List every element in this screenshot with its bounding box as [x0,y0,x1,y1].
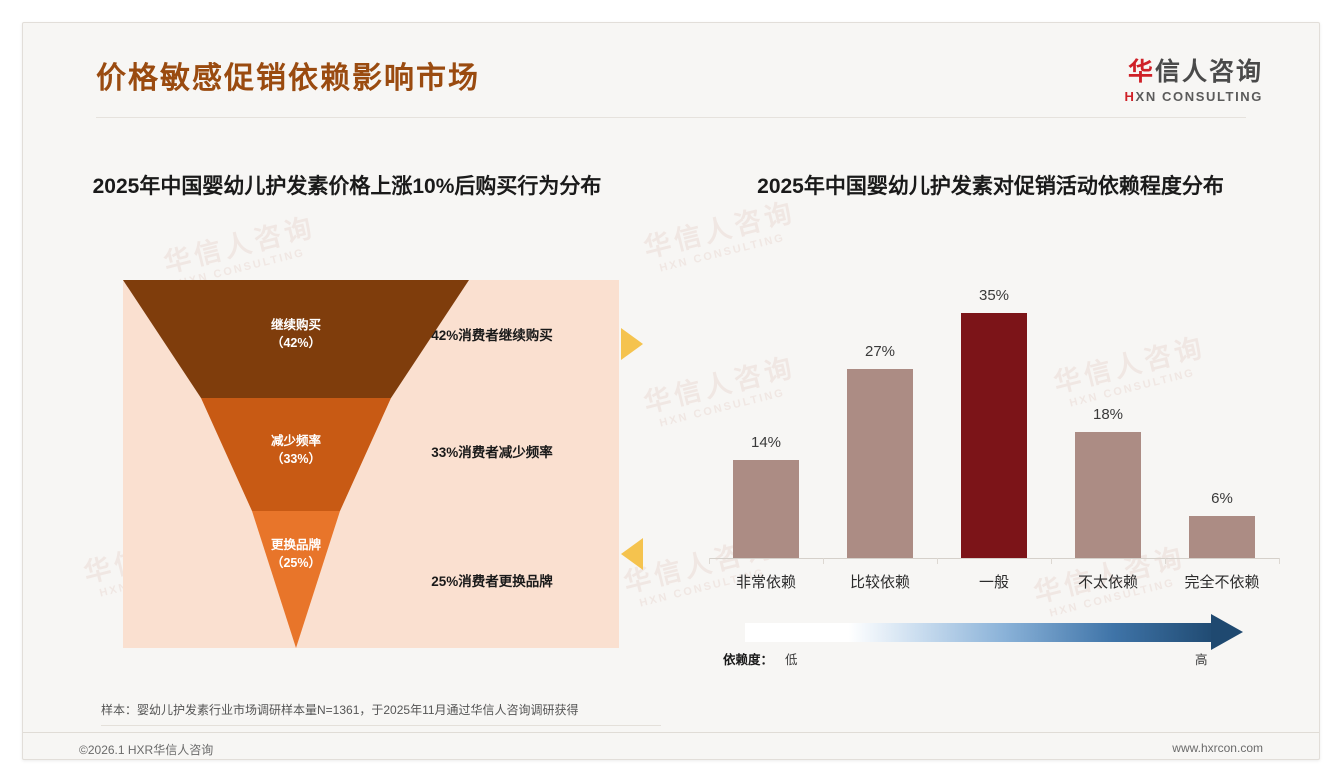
funnel-segment-1 [123,280,469,398]
axis-tick [1165,558,1166,564]
bar-category-label: 比较依赖 [849,574,910,591]
bar-category-label: 不太依赖 [1077,574,1138,591]
funnel-segment-3 [252,511,340,648]
funnel-stage-name: 继续购买 [270,318,321,332]
funnel-note-3: 25%消费者更换品牌 [431,574,553,589]
watermark-en: HXN CONSULTING [658,231,787,275]
bar-value-label: 6% [1211,490,1233,507]
bar-category-label: 非常依赖 [735,574,796,591]
bar-rect-highlighted[interactable] [961,313,1027,558]
funnel-label-1: 继续购买 （42%） [211,316,381,352]
logo-en-rest: XN CONSULTING [1135,88,1263,104]
funnel-stage-value: （33%） [270,452,322,467]
play-right-triangle-icon [621,328,643,360]
bar-value-label: 27% [864,343,896,360]
slide-header: 价格敏感促销依赖影响市场 华信人咨询 HXN CONSULTING [23,23,1319,119]
funnel-note-1: 42%消费者继续购买 [431,328,553,343]
dependency-gradient-legend: 依赖度： 低 高 [723,614,1263,675]
funnel-chart: 继续购买 （42%） 减少频率 （33%） 更换品牌 （25%） 42%消费者继… [101,258,621,648]
gradient-arrow-head-icon [1211,614,1243,650]
funnel-stage-value: （25%） [270,556,322,571]
bar-x-axis [709,558,1279,559]
gradient-bar [745,623,1217,642]
bar-rect[interactable] [847,369,913,558]
axis-tick [709,558,710,564]
play-left-triangle-icon [621,538,643,570]
funnel-note-2: 33%消费者减少频率 [431,445,553,460]
axis-tick [823,558,824,564]
footer-divider [23,732,1319,733]
right-chart-title: 2025年中国婴幼儿护发素对促销活动依赖程度分布 [757,175,1224,198]
gradient-legend-high: 高 [1195,653,1208,667]
bar-value-label: 14% [750,434,782,451]
axis-tick [1051,558,1052,564]
bar-category-label: 一般 [978,574,1009,591]
bar-column[interactable]: 14% [709,278,823,558]
funnel-label-2: 减少频率 （33%） [211,432,381,468]
funnel-stage-value: （42%） [270,336,322,351]
footer-copyright: ©2026.1 HXR华信人咨询 [79,743,214,757]
brand-logo: 华信人咨询 HXN CONSULTING [1125,58,1263,104]
footer-website[interactable]: www.hxrcon.com [1172,741,1263,755]
bar-rect[interactable] [733,460,799,558]
bar-plot-area: 14% 27% 35% 18% 6% [709,278,1279,558]
bar-column[interactable]: 18% [1051,278,1165,558]
gradient-legend-low: 低 [785,653,798,667]
page-title: 价格敏感促销依赖影响市场 [96,62,480,95]
logo-cn-rest: 信人咨询 [1154,58,1263,86]
bar-value-label: 35% [978,287,1010,304]
logo-chinese: 华信人咨询 [1125,58,1263,87]
source-note: 样本：婴幼儿护发素行业市场调研样本量N=1361，于2025年11月通过华信人咨… [101,701,661,726]
axis-tick [937,558,938,564]
header-divider [96,117,1246,118]
gradient-legend-key: 依赖度： [723,653,774,667]
dependency-bar-chart: 14% 27% 35% 18% 6% [691,278,1291,591]
funnel-label-3: 更换品牌 （25%） [211,536,381,572]
axis-tick [1279,558,1280,564]
logo-en-accent: H [1124,88,1136,104]
logo-cn-accent: 华 [1127,58,1155,86]
watermark: 华信人咨询 HXN CONSULTING [639,190,802,277]
bar-category-label: 完全不依赖 [1184,574,1260,591]
logo-english: HXN CONSULTING [1125,89,1263,104]
bar-rect[interactable] [1189,516,1255,558]
left-chart-title: 2025年中国婴幼儿护发素价格上涨10%后购买行为分布 [92,175,602,198]
bar-rect[interactable] [1075,432,1141,558]
bar-value-label: 18% [1092,406,1124,423]
bar-column[interactable]: 27% [823,278,937,558]
funnel-shapes [123,280,469,648]
funnel-segment-2 [201,398,391,511]
funnel-stage-name: 减少频率 [270,434,321,448]
funnel-stage-name: 更换品牌 [270,538,321,552]
bar-column[interactable]: 6% [1165,278,1279,558]
bar-column[interactable]: 35% [937,278,1051,558]
slide-canvas: 华信人咨询 HXN CONSULTING 华信人咨询 HXN CONSULTIN… [22,22,1320,760]
